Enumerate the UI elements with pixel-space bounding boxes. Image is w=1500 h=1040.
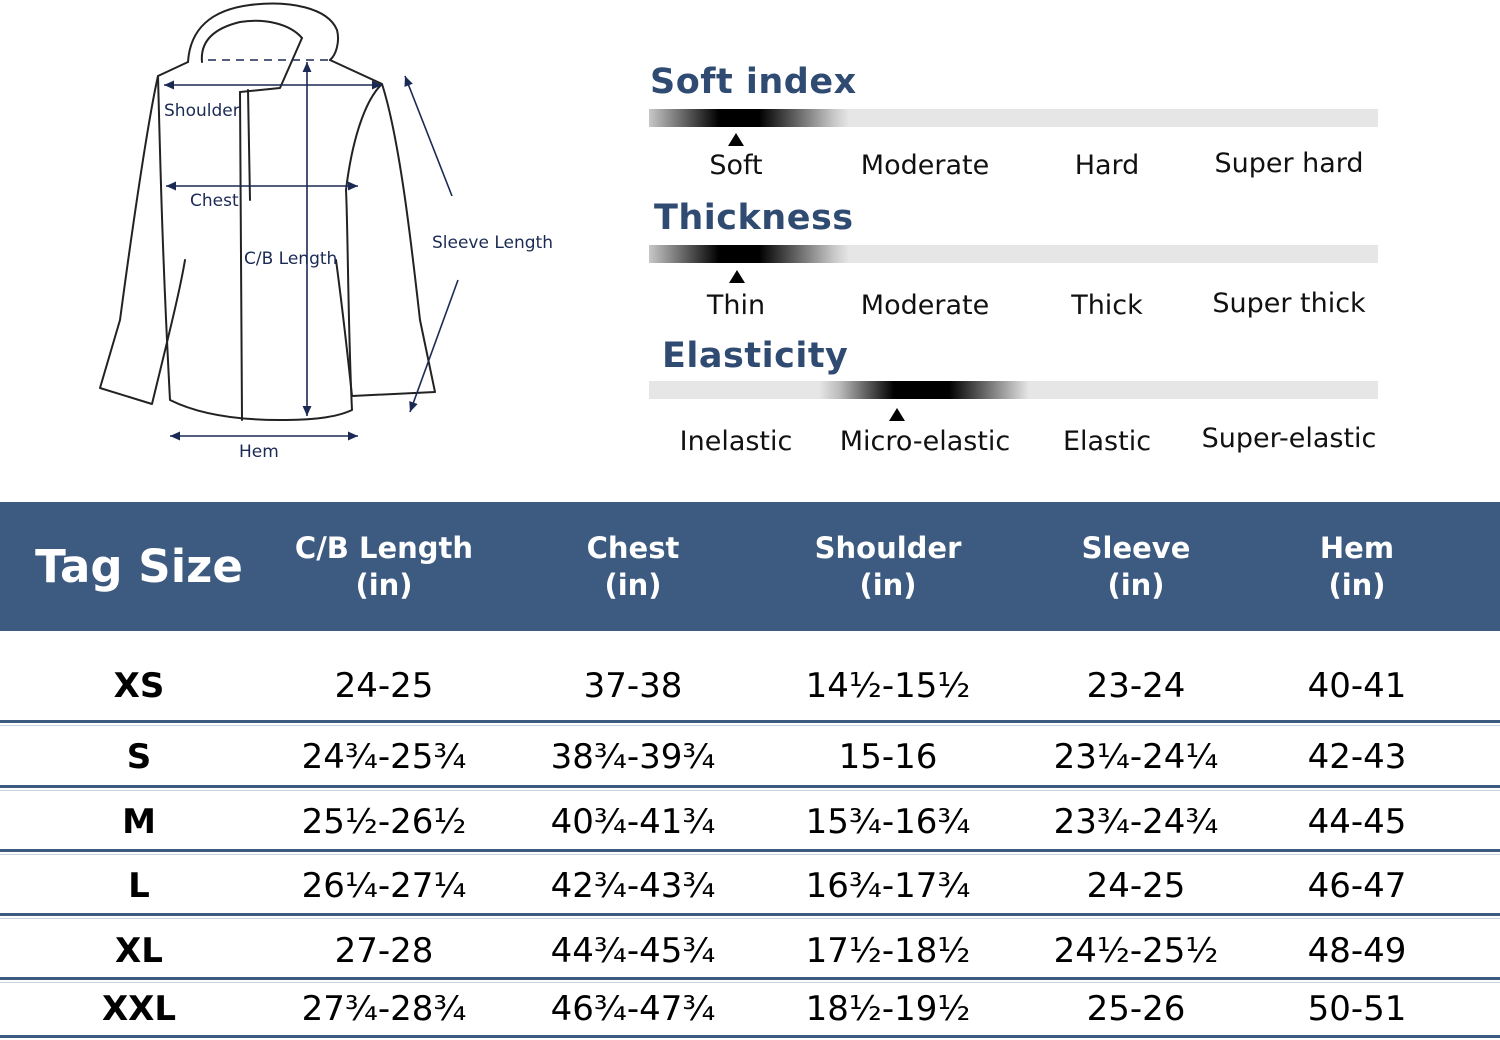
table-row: L 26¼-27¼ 42¾-43¾ 16¾-17¾ 24-25 46-47 — [0, 855, 1500, 917]
cell-sleeve: 23¾-24¾ — [1053, 802, 1219, 842]
cell-shoulder: 17½-18½ — [805, 931, 971, 971]
soft-index-option: Soft — [709, 150, 763, 181]
cell-chest: 44¾-45¾ — [550, 931, 716, 971]
thickness-title: Thickness — [654, 198, 854, 238]
cell-tag-size: XL — [115, 931, 163, 971]
thickness-option: Super thick — [1212, 288, 1366, 319]
cell-cb-length: 26¼-27¼ — [301, 866, 467, 906]
header-shoulder: Shoulder (in) — [814, 530, 962, 602]
cell-cb-length: 24-25 — [334, 666, 434, 706]
cell-sleeve: 25-26 — [1086, 989, 1186, 1029]
cell-tag-size: L — [128, 866, 150, 906]
thickness-bar — [649, 245, 1378, 263]
row-divider — [0, 1035, 1500, 1038]
thickness-option: Moderate — [860, 290, 990, 321]
header-hem: Hem (in) — [1319, 530, 1395, 602]
cell-tag-size: XS — [113, 666, 165, 706]
soft-index-option: Super hard — [1214, 148, 1364, 179]
cell-shoulder: 18½-19½ — [805, 989, 971, 1029]
cell-shoulder: 15¾-16¾ — [805, 802, 971, 842]
header-sleeve: Sleeve (in) — [1081, 530, 1191, 602]
jacket-outline — [99, 2, 436, 421]
cell-chest: 40¾-41¾ — [550, 802, 716, 842]
cell-tag-size: S — [126, 737, 152, 777]
soft-index-marker — [728, 133, 744, 146]
soft-index-option: Moderate — [860, 150, 990, 181]
soft-index-option: Hard — [1074, 150, 1140, 181]
elasticity-marker — [889, 408, 905, 421]
row-divider — [0, 977, 1500, 980]
row-divider-shadow — [0, 725, 1500, 726]
cell-hem: 40-41 — [1307, 666, 1407, 706]
cell-chest: 38¾-39¾ — [550, 737, 716, 777]
row-divider — [0, 720, 1500, 723]
row-divider-shadow — [0, 790, 1500, 791]
cell-cb-length: 27-28 — [334, 931, 434, 971]
cb-length-label: C/B Length — [244, 249, 337, 269]
shoulder-label: Shoulder — [164, 101, 240, 121]
thickness-option: Thick — [1071, 290, 1143, 321]
elasticity-bar — [649, 381, 1378, 399]
cell-hem: 50-51 — [1307, 989, 1407, 1029]
cell-hem: 46-47 — [1307, 866, 1407, 906]
row-divider — [0, 849, 1500, 852]
sleeve-length-label: Sleeve Length — [432, 233, 553, 253]
cell-shoulder: 16¾-17¾ — [805, 866, 971, 906]
cell-hem: 44-45 — [1307, 802, 1407, 842]
table-row: M 25½-26½ 40¾-41¾ 15¾-16¾ 23¾-24¾ 44-45 — [0, 791, 1500, 853]
soft-index-bar — [649, 109, 1378, 127]
header-cb-length: C/B Length (in) — [294, 530, 474, 602]
row-divider — [0, 785, 1500, 788]
cell-tag-size: M — [122, 802, 156, 842]
soft-index-title: Soft index — [650, 62, 857, 102]
hem-label: Hem — [239, 442, 279, 462]
cell-hem: 42-43 — [1307, 737, 1407, 777]
table-row: XS 24-25 37-38 14½-15½ 23-24 40-41 — [0, 650, 1500, 722]
table-row: XXL 27¾-28¾ 46¾-47¾ 18½-19½ 25-26 50-51 — [0, 983, 1500, 1035]
elasticity-title: Elasticity — [662, 336, 849, 376]
thickness-marker — [729, 270, 745, 283]
cell-chest: 37-38 — [583, 666, 683, 706]
row-divider-shadow — [0, 982, 1500, 983]
chest-label: Chest — [190, 191, 239, 211]
header-chest: Chest (in) — [586, 530, 680, 602]
thickness-option: Thin — [706, 290, 766, 321]
header-tag-size: Tag Size — [35, 540, 243, 593]
cell-cb-length: 24¾-25¾ — [301, 737, 467, 777]
row-divider-shadow — [0, 918, 1500, 919]
cell-hem: 48-49 — [1307, 931, 1407, 971]
cell-shoulder: 15-16 — [838, 737, 938, 777]
cell-tag-size: XXL — [101, 989, 177, 1029]
cell-sleeve: 24-25 — [1086, 866, 1186, 906]
cell-sleeve: 24½-25½ — [1053, 931, 1219, 971]
cell-chest: 46¾-47¾ — [550, 989, 716, 1029]
elasticity-option: Super-elastic — [1201, 423, 1377, 454]
cell-chest: 42¾-43¾ — [550, 866, 716, 906]
table-row: XL 27-28 44¾-45¾ 17½-18½ 24½-25½ 48-49 — [0, 920, 1500, 982]
cell-shoulder: 14½-15½ — [805, 666, 971, 706]
jacket-measurement-diagram: Shoulder Chest C/B Length Sleeve Length … — [99, 2, 553, 462]
cell-sleeve: 23¼-24¼ — [1053, 737, 1219, 777]
size-table-header: Tag Size C/B Length (in) Chest (in) Shou… — [0, 502, 1500, 631]
elasticity-option: Elastic — [1062, 426, 1152, 457]
elasticity-option: Micro-elastic — [839, 426, 1011, 457]
cell-cb-length: 27¾-28¾ — [301, 989, 467, 1029]
row-divider-shadow — [0, 854, 1500, 855]
table-row: S 24¾-25¾ 38¾-39¾ 15-16 23¼-24¼ 42-43 — [0, 726, 1500, 788]
cell-cb-length: 25½-26½ — [301, 802, 467, 842]
elasticity-option: Inelastic — [679, 426, 793, 457]
cell-sleeve: 23-24 — [1086, 666, 1186, 706]
row-divider — [0, 913, 1500, 916]
